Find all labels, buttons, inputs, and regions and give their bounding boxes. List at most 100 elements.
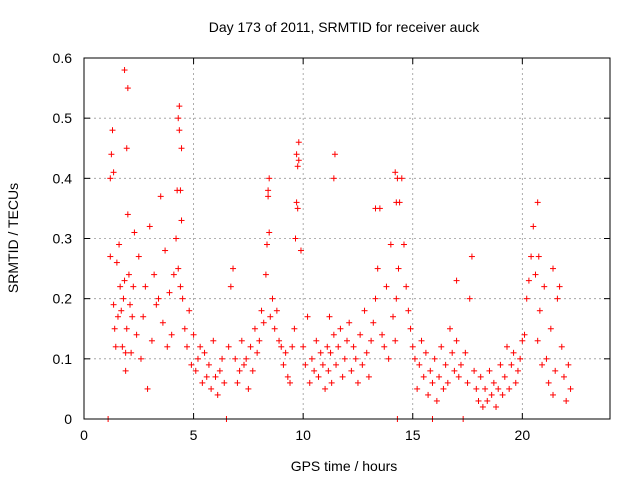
data-point (108, 151, 115, 158)
data-point (519, 337, 526, 344)
data-point (306, 379, 313, 386)
data-point (503, 343, 510, 350)
y-tick-label: 0.3 (53, 231, 73, 247)
data-point (547, 325, 554, 332)
data-point (107, 175, 114, 182)
data-point (266, 175, 273, 182)
data-point (344, 337, 350, 344)
data-point (545, 379, 552, 386)
data-point (125, 271, 132, 278)
data-point (271, 325, 278, 332)
data-point (238, 337, 245, 344)
data-point (110, 169, 117, 176)
data-point (203, 373, 210, 380)
data-point (501, 373, 508, 380)
x-tick-label: 5 (190, 427, 198, 443)
data-point (322, 385, 329, 392)
data-point (393, 199, 400, 206)
data-point (159, 319, 166, 326)
data-point (433, 397, 440, 404)
data-point (313, 337, 320, 344)
data-point (256, 337, 263, 344)
data-point (122, 349, 129, 356)
data-point (295, 139, 302, 146)
data-point (392, 169, 399, 176)
data-point (319, 361, 326, 368)
data-point (447, 325, 454, 332)
data-point (155, 295, 162, 302)
data-point (181, 325, 188, 332)
data-point (186, 307, 193, 314)
data-point (337, 325, 344, 332)
data-point (300, 343, 307, 350)
data-point (418, 337, 425, 344)
data-point (506, 385, 513, 392)
x-tick-label: 15 (405, 427, 421, 443)
data-point (326, 313, 333, 320)
data-point (395, 265, 402, 272)
data-point (205, 361, 212, 368)
data-point (473, 385, 480, 392)
data-point (201, 349, 208, 356)
data-point (359, 361, 366, 368)
data-point (536, 307, 543, 314)
data-point (175, 265, 182, 272)
data-point (525, 277, 532, 284)
data-point (440, 385, 447, 392)
data-point (266, 229, 273, 236)
y-axis-title: SRMTID / TECUs (5, 183, 21, 293)
data-point (517, 355, 524, 362)
data-point (488, 391, 495, 398)
data-point (543, 355, 550, 362)
data-point (558, 343, 565, 350)
data-point (168, 331, 175, 338)
data-point (414, 385, 421, 392)
data-point (135, 253, 142, 260)
y-tick-label: 0 (64, 411, 72, 427)
data-point (335, 343, 342, 350)
data-point (212, 373, 219, 380)
data-point (311, 367, 318, 374)
data-point (175, 115, 182, 122)
x-tick-label: 20 (515, 427, 531, 443)
data-point (442, 361, 449, 368)
data-points (105, 67, 574, 422)
data-point (455, 373, 462, 380)
data-point (294, 205, 301, 212)
data-point (429, 379, 436, 386)
data-point (554, 295, 561, 302)
data-point (122, 367, 129, 374)
data-point (330, 175, 337, 182)
data-point (514, 367, 521, 374)
data-point (251, 325, 258, 332)
data-point (129, 313, 136, 320)
data-point (124, 211, 131, 218)
data-point (383, 283, 390, 290)
data-point (262, 271, 269, 278)
data-point (385, 355, 392, 362)
data-point (265, 187, 272, 194)
data-point (444, 379, 451, 386)
data-point (327, 349, 334, 356)
data-point (392, 337, 399, 344)
data-point (199, 379, 206, 386)
data-point (464, 379, 471, 386)
data-point (146, 223, 153, 230)
data-point (393, 295, 400, 302)
data-point (535, 253, 542, 260)
data-point (162, 247, 169, 254)
data-point (142, 283, 149, 290)
data-point (276, 337, 283, 344)
data-point (128, 349, 135, 356)
data-point (317, 349, 324, 356)
data-point (208, 385, 215, 392)
data-point (164, 343, 171, 350)
data-point (457, 361, 464, 368)
data-point (556, 283, 563, 290)
data-point (370, 319, 377, 326)
data-point (512, 379, 519, 386)
data-point (477, 373, 484, 380)
data-point (372, 205, 379, 212)
data-point (114, 313, 121, 320)
